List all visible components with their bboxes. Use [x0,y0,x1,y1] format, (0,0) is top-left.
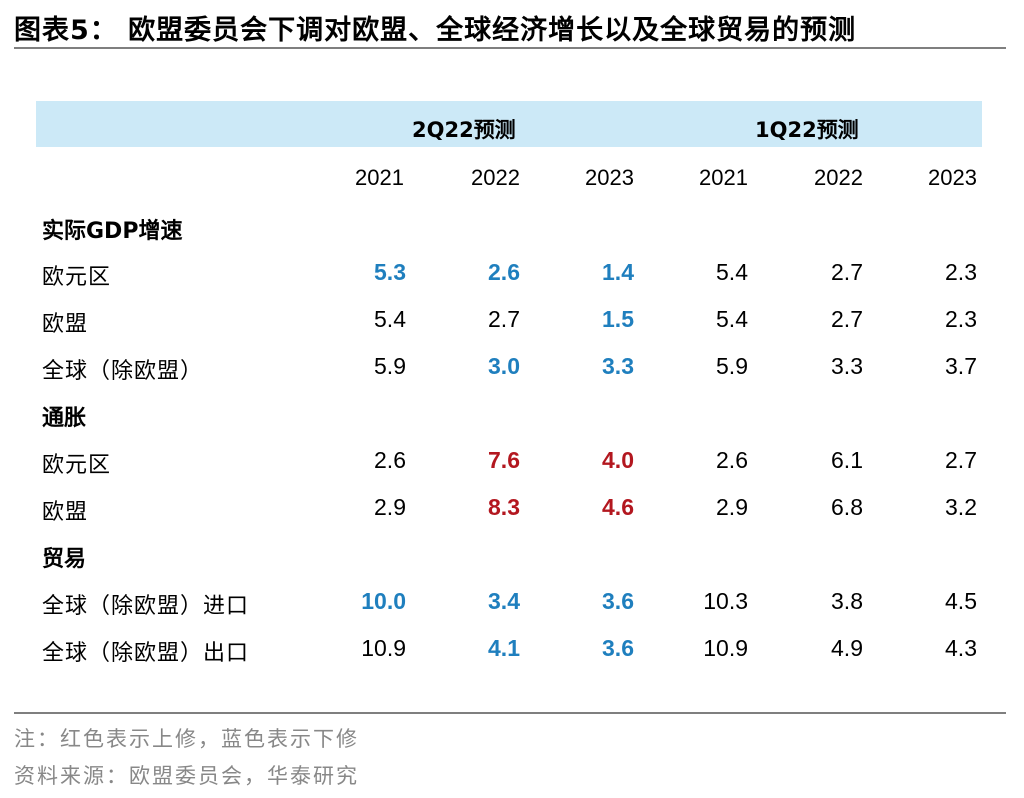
row-label: 全球（除欧盟） [42,359,204,384]
table-cell: 5.9 [374,353,406,379]
table-cell: 2.7 [831,259,863,285]
table-cell: 3.2 [945,494,977,520]
table-cell: 5.3 [374,259,406,285]
table-cell: 5.4 [716,306,748,332]
footnote-source: 资料来源：欧盟委员会，华泰研究 [14,764,359,788]
table-cell: 10.9 [703,635,748,661]
table-cell: 3.4 [488,588,520,614]
row-label: 欧元区 [42,453,112,478]
footnote-color-legend: 注：红色表示上修，蓝色表示下修 [14,727,359,751]
table-cell: 10.3 [703,588,748,614]
section-label-inflation: 通胀 [42,406,87,431]
table-cell: 10.0 [361,588,406,614]
table-cell: 2.7 [831,306,863,332]
table-cell: 3.7 [945,353,977,379]
row-label: 全球（除欧盟）出口 [42,641,250,666]
year-header: 2022 [471,165,520,190]
table-cell: 5.9 [716,353,748,379]
table-cell: 4.6 [602,494,634,520]
table-cell: 8.3 [488,494,520,520]
table-cell: 2.9 [716,494,748,520]
row-label: 欧盟 [42,500,89,525]
title-divider [14,47,1006,49]
table-cell: 4.0 [602,447,634,473]
table-cell: 2.3 [945,259,977,285]
section-label-gdp: 实际GDP增速 [42,219,183,244]
table-cell: 2.3 [945,306,977,332]
year-header: 2022 [814,165,863,190]
table-cell: 2.6 [374,447,406,473]
year-header: 2023 [585,165,634,190]
table-cell: 4.9 [831,635,863,661]
table-cell: 6.8 [831,494,863,520]
table-cell: 3.3 [602,353,634,379]
table-cell: 2.9 [374,494,406,520]
row-label: 欧盟 [42,312,89,337]
table-cell: 3.6 [602,588,634,614]
table-cell: 3.0 [488,353,520,379]
table-header-band [36,101,982,147]
table-cell: 1.4 [602,259,634,285]
table-cell: 2.6 [716,447,748,473]
table-cell: 7.6 [488,447,520,473]
section-label-trade: 贸易 [42,547,87,572]
table-cell: 3.6 [602,635,634,661]
table-cell: 4.5 [945,588,977,614]
year-header: 2021 [699,165,748,190]
table-cell: 5.4 [374,306,406,332]
group-header-2q22: 2Q22预测 [412,118,516,142]
table-cell: 2.7 [945,447,977,473]
year-header: 2021 [355,165,404,190]
group-header-1q22: 1Q22预测 [755,118,859,142]
table-cell: 2.6 [488,259,520,285]
row-label: 全球（除欧盟）进口 [42,594,250,619]
table-cell: 3.8 [831,588,863,614]
table-cell: 10.9 [361,635,406,661]
footer-divider [14,712,1006,714]
table-cell: 1.5 [602,306,634,332]
table-cell: 4.3 [945,635,977,661]
year-header: 2023 [928,165,977,190]
figure-title: 图表5： 欧盟委员会下调对欧盟、全球经济增长以及全球贸易的预测 [14,15,857,46]
table-cell: 4.1 [488,635,520,661]
table-cell: 3.3 [831,353,863,379]
row-label: 欧元区 [42,265,112,290]
table-cell: 6.1 [831,447,863,473]
table-cell: 2.7 [488,306,520,332]
table-cell: 5.4 [716,259,748,285]
